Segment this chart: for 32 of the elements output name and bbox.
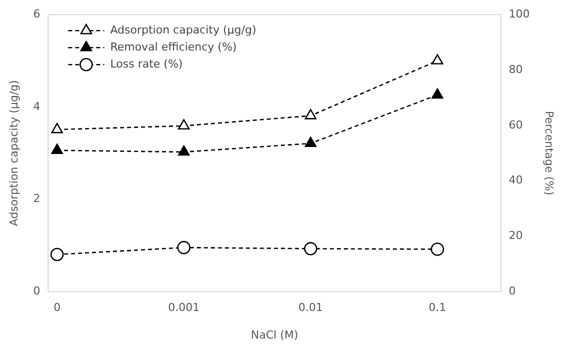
point	[304, 136, 316, 148]
y2-tick-label: 60	[508, 118, 523, 132]
y2-tick-label: 0	[508, 284, 516, 298]
y2-tick-label: 100	[508, 7, 530, 20]
point	[178, 119, 190, 130]
point	[304, 242, 318, 256]
y-axis-title: Adsorption capacity (μg/g)	[7, 80, 20, 226]
point	[432, 54, 444, 64]
x-tick-label: 0.01	[298, 301, 323, 314]
y2-tick-label: 20	[508, 229, 523, 242]
point	[51, 144, 63, 154]
y2-axis-title: Percentage (%)	[542, 110, 556, 196]
point	[432, 88, 444, 99]
legend-label: Loss rate (%)	[110, 57, 183, 70]
y-tick-label: 2	[33, 192, 40, 206]
point	[177, 240, 191, 254]
point	[50, 248, 64, 262]
x-tick-label: 0.1	[428, 301, 446, 314]
legend-label: Adsorption capacity (μg/g)	[110, 23, 256, 36]
x-tick-label: 0	[54, 301, 61, 314]
point	[304, 109, 316, 120]
legend-label: Removal efficiency (%)	[110, 40, 237, 54]
point	[51, 122, 63, 134]
x-axis-title: NaCl (M)	[250, 328, 298, 342]
x-tick-label: 0.001	[168, 301, 200, 314]
y-tick-label: 0	[33, 284, 40, 298]
y2-tick-label: 80	[508, 62, 523, 76]
y-tick-label: 6	[33, 7, 40, 20]
y2-tick-label: 40	[508, 174, 523, 187]
y-tick-label: 4	[33, 100, 40, 113]
point	[178, 145, 190, 156]
point	[430, 242, 444, 256]
